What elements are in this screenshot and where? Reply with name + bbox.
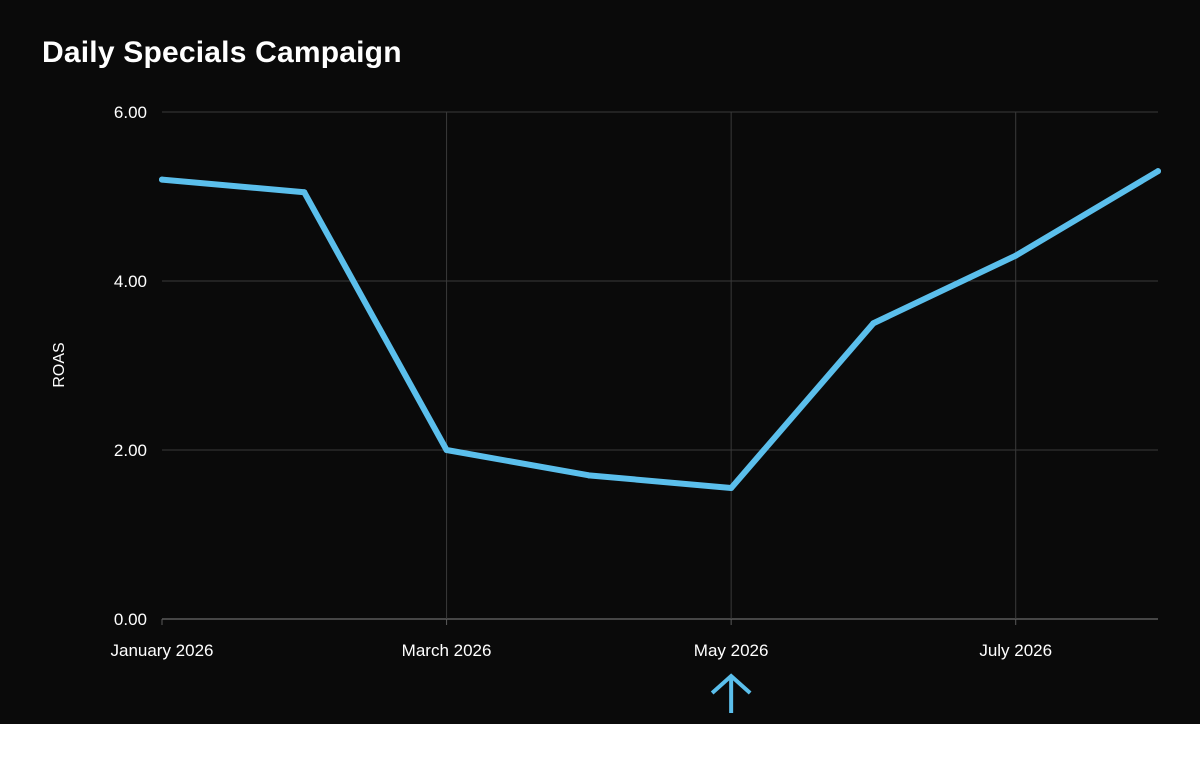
y-tick-labels: 0.00 2.00 4.00 6.00 <box>114 103 147 629</box>
chart-title: Daily Specials Campaign <box>42 36 402 69</box>
y-tick-label: 0.00 <box>114 610 147 629</box>
x-tick-label: March 2026 <box>402 641 492 660</box>
line-chart: 0.00 2.00 4.00 6.00 January 2026 March 2026 M… <box>51 103 1161 713</box>
annotation-arrow-head <box>710 673 752 695</box>
x-tick-label: July 2026 <box>979 641 1052 660</box>
x-tick-labels: January 2026 March 2026 May 2026 July 2026 <box>110 641 1052 660</box>
y-tick-label: 4.00 <box>114 272 147 291</box>
data-point <box>1012 252 1019 259</box>
y-axis-label: ROAS <box>51 342 68 387</box>
data-point <box>870 320 877 327</box>
annotation-group <box>710 673 752 713</box>
data-point <box>1155 168 1161 175</box>
data-point <box>443 447 450 453</box>
horizontal-gridlines <box>162 111 1158 620</box>
data-point <box>728 485 735 492</box>
x-tick-label: May 2026 <box>694 641 769 660</box>
y-tick-label: 2.00 <box>114 441 147 460</box>
x-tick-label: January 2026 <box>110 641 213 660</box>
data-point <box>159 176 165 183</box>
vertical-gridlines <box>161 112 1017 625</box>
data-point <box>301 189 308 196</box>
data-point <box>585 472 592 479</box>
series-line <box>159 168 1161 492</box>
chart-panel <box>0 0 1200 724</box>
y-tick-label: 6.00 <box>114 103 147 122</box>
series-group <box>159 168 1161 492</box>
